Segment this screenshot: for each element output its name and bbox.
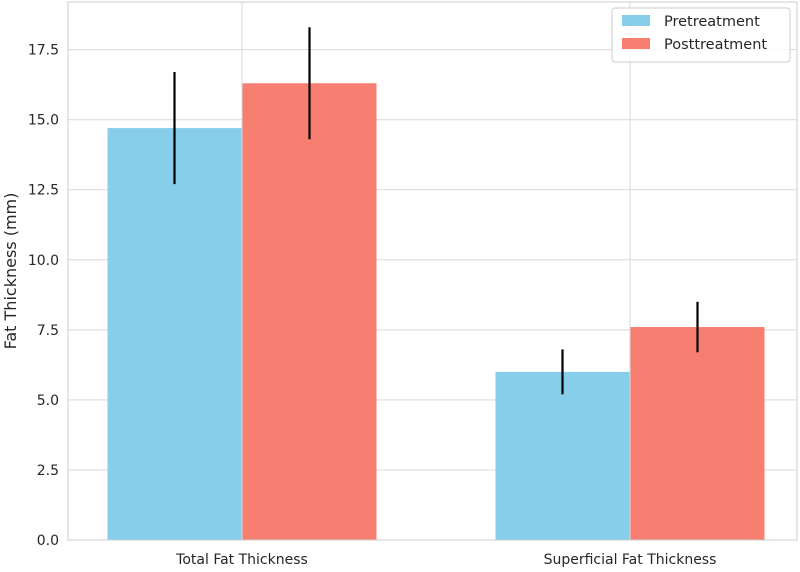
bar-posttreatment-superficial-fat-thickness (630, 327, 765, 540)
legend-label-posttreatment: Posttreatment (664, 37, 767, 53)
legend-swatch-pretreatment (622, 15, 650, 26)
x-tick-label: Total Fat Thickness (175, 552, 308, 568)
plot-frame (67, 1, 798, 541)
legend-label-pretreatment: Pretreatment (664, 14, 760, 30)
legend: Pretreatment Posttreatment (611, 7, 791, 63)
y-tick-label: 15.0 (28, 113, 59, 129)
bar-pretreatment-total-fat-thickness (107, 128, 242, 540)
y-tick-label: 5.0 (37, 393, 59, 409)
y-tick-label: 17.5 (28, 43, 59, 59)
bar-posttreatment-total-fat-thickness (242, 83, 377, 541)
bars (107, 83, 765, 541)
y-axis-label: Fat Thickness (mm) (1, 193, 20, 350)
x-tick-label: Superficial Fat Thickness (544, 552, 717, 568)
axes: 0.0 2.5 5.0 7.5 10.0 12.5 15.0 17.5 Total Fat Th… (28, 43, 717, 568)
legend-box (611, 7, 791, 63)
error-bars (173, 27, 699, 395)
y-tick-label: 2.5 (37, 463, 59, 479)
y-tick-label: 7.5 (37, 323, 59, 339)
bar-pretreatment-superficial-fat-thickness (495, 371, 630, 540)
legend-swatch-posttreatment (622, 38, 650, 49)
y-tick-label: 10.0 (28, 253, 59, 269)
y-tick-label: 0.0 (37, 533, 59, 549)
y-tick-label: 12.5 (28, 183, 59, 199)
